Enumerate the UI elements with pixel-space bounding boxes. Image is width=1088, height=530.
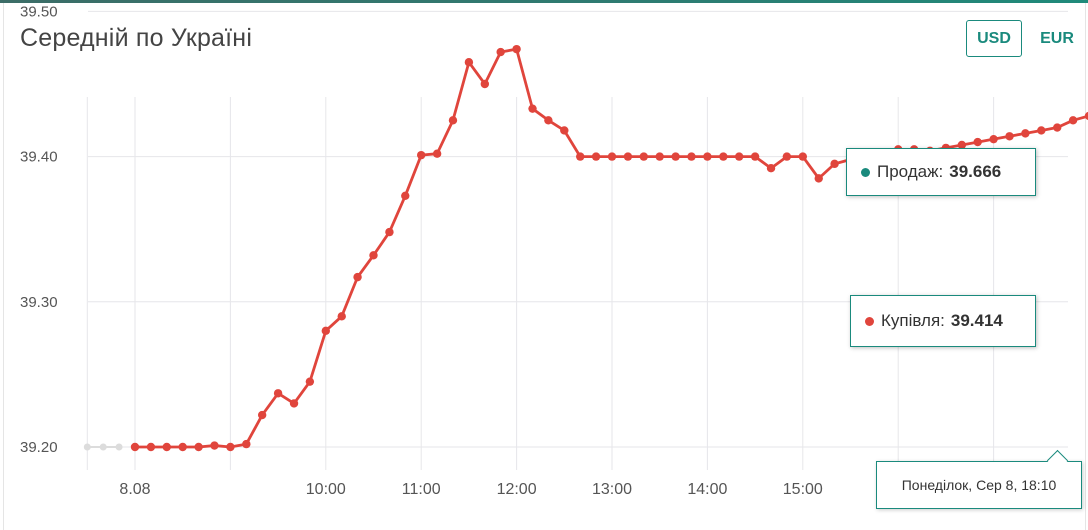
previous-day-series <box>83 443 123 451</box>
buy-point <box>1037 126 1046 135</box>
buy-point <box>655 152 664 161</box>
x-tick-label: 10:00 <box>306 481 346 498</box>
x-tick-label: 15:00 <box>783 481 823 498</box>
buy-point <box>353 272 362 282</box>
ghost-point <box>99 443 107 451</box>
buy-point <box>528 104 537 113</box>
buy-point <box>226 442 235 452</box>
buy-point <box>989 134 998 144</box>
buy-point <box>687 152 696 161</box>
buy-point <box>591 152 601 161</box>
buy-point <box>623 152 633 161</box>
buy-point <box>210 441 219 450</box>
ghost-point <box>115 443 123 451</box>
buy-point <box>480 79 490 89</box>
buy-point <box>496 47 505 57</box>
date-tooltip: Понеділок, Сер 8, 18:10 <box>876 461 1082 509</box>
sell-tooltip-value: 39.666 <box>949 162 1002 181</box>
widget-frame <box>3 3 1086 530</box>
buy-point <box>512 44 521 54</box>
buy-tooltip: Купівля: 39.414 <box>850 295 1036 347</box>
y-tick-label: 39.50 <box>20 3 58 20</box>
buy-point <box>719 152 728 161</box>
buy-point <box>321 326 330 336</box>
buy-point <box>1021 129 1030 138</box>
buy-point <box>782 152 792 161</box>
buy-point <box>289 399 299 408</box>
buy-point <box>385 227 394 237</box>
buy-point <box>1084 111 1088 121</box>
ghost-point <box>83 443 91 451</box>
buy-point <box>1068 116 1078 125</box>
buy-point <box>814 174 823 183</box>
buy-point <box>734 152 744 161</box>
buy-legend-dot <box>865 316 874 326</box>
buy-point <box>273 389 283 398</box>
eur-button[interactable]: EUR <box>1040 29 1074 47</box>
buy-point <box>178 442 187 452</box>
buy-point <box>671 152 680 161</box>
buy-point <box>544 116 553 125</box>
chart-grid <box>86 10 1068 470</box>
buy-point <box>401 191 410 201</box>
buy-point <box>576 152 585 161</box>
series-markers <box>130 44 1088 452</box>
buy-point <box>639 152 648 161</box>
x-tick-label: 14:00 <box>687 481 727 498</box>
buy-point <box>130 442 140 452</box>
y-tick-label: 39.30 <box>20 294 58 311</box>
x-tick-label: 11:00 <box>402 481 441 498</box>
buy-point <box>417 150 426 160</box>
x-tick-label: 13:00 <box>592 481 632 498</box>
buy-point <box>464 58 474 67</box>
sell-tooltip: Продаж: 39.666 <box>846 148 1036 196</box>
buy-point <box>337 312 346 321</box>
buy-tooltip-label: Купівля: <box>881 311 945 330</box>
buy-point <box>432 149 442 158</box>
buy-point <box>560 126 569 135</box>
buy-point <box>973 137 982 147</box>
buy-point <box>448 116 458 125</box>
usd-button[interactable]: USD <box>966 20 1022 57</box>
buy-point <box>305 377 315 386</box>
buy-point <box>162 442 171 452</box>
buy-tooltip-value: 39.414 <box>950 311 1003 330</box>
top-accent-bar <box>0 0 1088 3</box>
buy-point <box>194 442 203 452</box>
y-tick-label: 39.20 <box>20 439 58 456</box>
sell-legend-dot <box>861 167 870 177</box>
date-tooltip-text: Понеділок, Сер 8, 18:10 <box>901 477 1057 493</box>
buy-point <box>146 442 156 452</box>
x-tick-label: 12:00 <box>497 481 537 498</box>
buy-point <box>607 152 617 161</box>
buy-point <box>830 159 839 169</box>
y-tick-label: 39.40 <box>20 149 58 166</box>
buy-point <box>257 410 267 420</box>
buy-point <box>750 152 760 161</box>
x-tick-label: 8.08 <box>119 481 150 498</box>
page-title: Середній по Україні <box>20 24 253 52</box>
buy-point <box>1005 132 1014 141</box>
buy-point <box>798 152 807 161</box>
buy-point <box>1053 123 1062 132</box>
buy-point <box>369 251 378 260</box>
buy-point <box>703 152 712 161</box>
buy-point <box>242 439 251 449</box>
buy-point <box>957 140 967 150</box>
buy-point <box>766 164 776 173</box>
sell-tooltip-label: Продаж: <box>877 162 944 181</box>
